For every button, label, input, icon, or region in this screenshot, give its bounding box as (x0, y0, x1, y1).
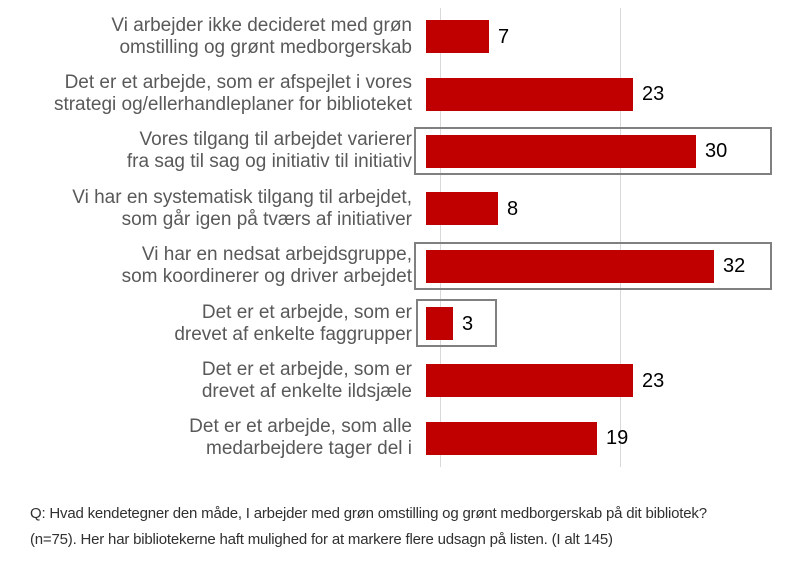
chart-row: Vi arbejder ikke decideret med grøn omsti… (0, 8, 800, 65)
bar (426, 364, 633, 398)
bar (426, 307, 453, 341)
chart-row: Vi har en nedsat arbejdsgruppe, som koord… (0, 238, 800, 295)
plot-cell: 8 (426, 180, 772, 237)
plot-cell: 32 (414, 238, 772, 295)
chart-row: Det er et arbejde, som er drevet af enkel… (0, 352, 800, 409)
value-label: 32 (723, 255, 746, 278)
footnote-line: Q: Hvad kendetegner den måde, I arbejder… (30, 505, 707, 522)
bar (426, 20, 489, 54)
chart-row: Det er et arbejde, som er drevet af enkel… (0, 295, 800, 352)
category-label: Vores tilgang til arbejdet varierer fra s… (126, 129, 412, 173)
plot-cell: 7 (426, 8, 772, 65)
chart-row: Det er et arbejde, som alle medarbejdere … (0, 410, 800, 467)
bar-chart: Vi arbejder ikke decideret med grøn omsti… (0, 8, 800, 467)
value-label: 3 (462, 312, 474, 335)
bar (426, 134, 696, 168)
bar (426, 421, 597, 455)
chart-row: Vi har en systematisk tilgang til arbejd… (0, 180, 800, 237)
plot-cell: 3 (416, 295, 772, 352)
chart-rows: Vi arbejder ikke decideret med grøn omsti… (0, 8, 800, 467)
value-label: 23 (642, 83, 665, 106)
value-label: 7 (498, 25, 510, 48)
plot-cell: 23 (426, 65, 772, 122)
plot-cell: 23 (426, 352, 772, 409)
category-label: Vi har en systematisk tilgang til arbejd… (72, 186, 412, 230)
category-label: Vi arbejder ikke decideret med grøn omsti… (111, 14, 412, 58)
chart-footnote: Q: Hvad kendetegner den måde, I arbejder… (30, 501, 780, 553)
value-label: 30 (705, 140, 728, 163)
bar (426, 77, 633, 111)
value-label: 8 (507, 197, 519, 220)
category-label: Vi har en nedsat arbejdsgruppe, som koord… (121, 244, 412, 288)
plot-cell: 19 (426, 410, 772, 467)
value-label: 19 (606, 427, 629, 450)
y-axis-line (440, 8, 441, 467)
category-label: Det er et arbejde, som er drevet af enkel… (201, 358, 412, 402)
gridline-20 (620, 8, 621, 467)
plot-cell: 30 (414, 123, 772, 180)
category-label: Det er et arbejde, som er afspejlet i vo… (53, 72, 412, 116)
category-label: Det er et arbejde, som alle medarbejdere … (189, 416, 412, 460)
bar (426, 192, 498, 226)
footnote-line: (n=75). Her har bibliotekerne haft mulig… (30, 531, 613, 548)
bar (426, 249, 714, 283)
chart-row: Vores tilgang til arbejdet varierer fra s… (0, 123, 800, 180)
category-label: Det er et arbejde, som er drevet af enkel… (174, 301, 412, 345)
value-label: 23 (642, 369, 665, 392)
chart-row: Det er et arbejde, som er afspejlet i vo… (0, 65, 800, 122)
